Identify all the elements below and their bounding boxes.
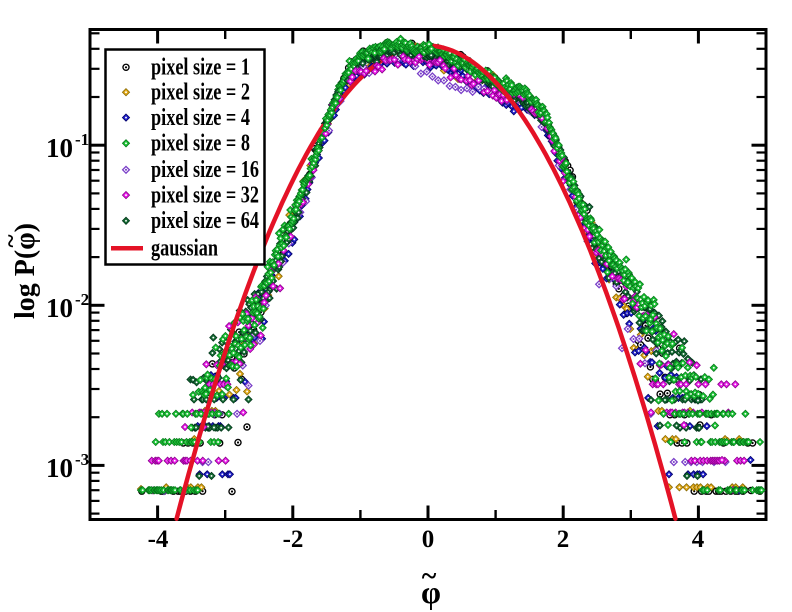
svg-text:4: 4 (692, 526, 705, 553)
svg-text:-3: -3 (75, 450, 89, 469)
svg-text:gaussian: gaussian (151, 235, 218, 261)
svg-text:pixel size = 2: pixel size = 2 (151, 79, 250, 105)
svg-text:~: ~ (422, 561, 437, 592)
svg-text:pixel size = 4: pixel size = 4 (151, 105, 250, 131)
svg-text:-4: -4 (148, 526, 169, 553)
svg-text:pixel size = 16: pixel size = 16 (151, 157, 259, 183)
svg-text:φ: φ (421, 574, 441, 610)
svg-text:pixel size = 64: pixel size = 64 (151, 208, 259, 234)
svg-text:-2: -2 (75, 290, 89, 309)
svg-text:~: ~ (0, 234, 25, 247)
svg-text:-2: -2 (283, 526, 304, 553)
svg-text:2: 2 (557, 526, 570, 553)
svg-text:pixel size = 8: pixel size = 8 (151, 131, 250, 157)
svg-text:10: 10 (46, 453, 73, 483)
svg-text:-1: -1 (75, 130, 89, 149)
svg-text:10: 10 (46, 293, 73, 323)
svg-text:pixel size = 1: pixel size = 1 (151, 55, 250, 81)
svg-text:10: 10 (46, 133, 73, 163)
svg-text:0: 0 (422, 526, 435, 553)
svg-text:pixel size = 32: pixel size = 32 (151, 182, 259, 208)
svg-text:log P(φ): log P(φ) (10, 223, 41, 319)
